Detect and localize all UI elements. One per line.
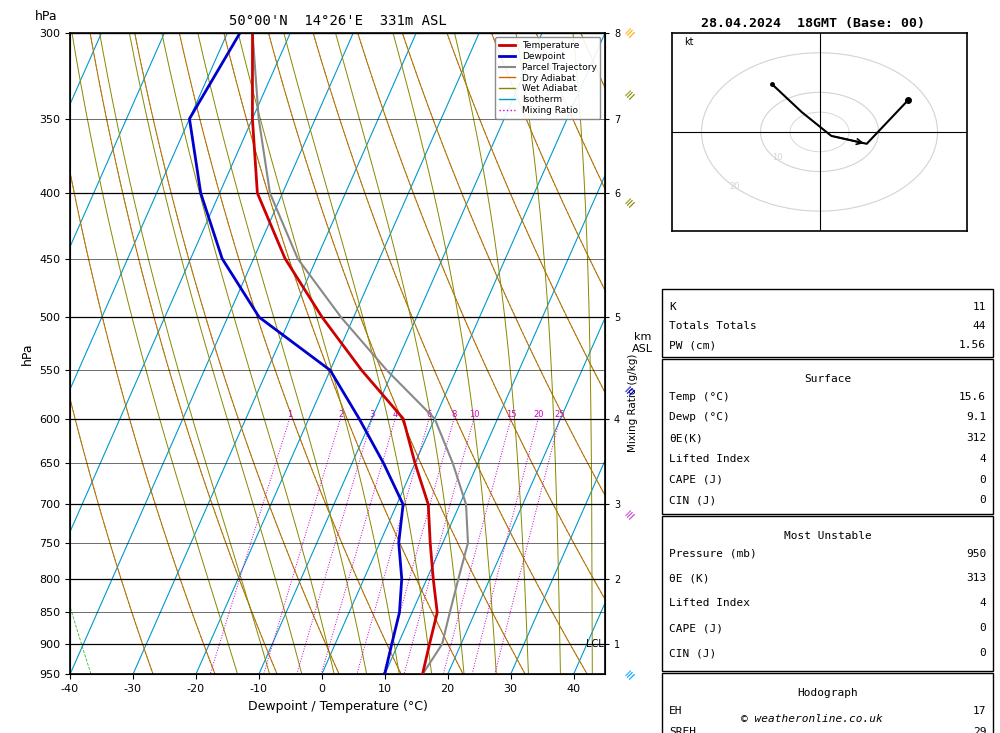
Text: 9.1: 9.1	[966, 413, 986, 422]
Text: 4: 4	[979, 598, 986, 608]
Text: 0: 0	[979, 496, 986, 506]
Text: 15.6: 15.6	[959, 391, 986, 402]
Text: Most Unstable: Most Unstable	[784, 531, 871, 541]
Text: ≡: ≡	[623, 194, 639, 211]
Text: ≡: ≡	[623, 382, 639, 399]
Text: 44: 44	[973, 321, 986, 331]
Text: 0: 0	[979, 475, 986, 485]
Text: CAPE (J): CAPE (J)	[669, 623, 723, 633]
Text: Mixing Ratio (g/kg): Mixing Ratio (g/kg)	[628, 354, 638, 452]
Text: 4: 4	[393, 410, 398, 419]
Text: 28.04.2024  18GMT (Base: 00): 28.04.2024 18GMT (Base: 00)	[701, 17, 925, 30]
Text: 10: 10	[469, 410, 479, 419]
Text: 20: 20	[533, 410, 543, 419]
Text: K: K	[669, 302, 676, 312]
Text: 11: 11	[973, 302, 986, 312]
Bar	[662, 516, 993, 671]
Text: CIN (J): CIN (J)	[669, 496, 716, 506]
Text: 1: 1	[287, 410, 292, 419]
Text: 29: 29	[973, 727, 986, 733]
Text: ≡: ≡	[623, 86, 639, 103]
Text: CAPE (J): CAPE (J)	[669, 475, 723, 485]
Title: 50°00'N  14°26'E  331m ASL: 50°00'N 14°26'E 331m ASL	[229, 14, 446, 28]
Text: Dewp (°C): Dewp (°C)	[669, 413, 730, 422]
Bar	[662, 673, 993, 733]
Text: 950: 950	[966, 548, 986, 559]
Text: SREH: SREH	[669, 727, 696, 733]
Y-axis label: km
ASL: km ASL	[632, 332, 653, 354]
Text: © weatheronline.co.uk: © weatheronline.co.uk	[741, 714, 883, 724]
Text: 0: 0	[979, 648, 986, 658]
Text: LCL: LCL	[586, 639, 604, 649]
Text: 10: 10	[772, 153, 782, 163]
Y-axis label: hPa: hPa	[21, 342, 34, 365]
Text: 313: 313	[966, 573, 986, 583]
Text: 2: 2	[338, 410, 343, 419]
Text: Lifted Index: Lifted Index	[669, 598, 750, 608]
Text: 20: 20	[729, 182, 740, 191]
Text: PW (cm): PW (cm)	[669, 340, 716, 350]
X-axis label: Dewpoint / Temperature (°C): Dewpoint / Temperature (°C)	[248, 699, 427, 712]
Text: θE(K): θE(K)	[669, 433, 703, 443]
Text: 6: 6	[426, 410, 432, 419]
Text: 312: 312	[966, 433, 986, 443]
Text: CIN (J): CIN (J)	[669, 648, 716, 658]
Text: Temp (°C): Temp (°C)	[669, 391, 730, 402]
Text: 3: 3	[369, 410, 375, 419]
Legend: Temperature, Dewpoint, Parcel Trajectory, Dry Adiabat, Wet Adiabat, Isotherm, Mi: Temperature, Dewpoint, Parcel Trajectory…	[495, 37, 600, 119]
Text: 1.56: 1.56	[959, 340, 986, 350]
Text: Totals Totals: Totals Totals	[669, 321, 757, 331]
Text: ≡: ≡	[623, 25, 639, 41]
Text: Lifted Index: Lifted Index	[669, 454, 750, 464]
Text: Pressure (mb): Pressure (mb)	[669, 548, 757, 559]
Text: kt: kt	[684, 37, 693, 47]
Text: ≡: ≡	[623, 506, 639, 523]
Bar	[662, 359, 993, 514]
Text: Surface: Surface	[804, 374, 851, 384]
Bar	[662, 290, 993, 357]
Text: EH: EH	[669, 706, 682, 715]
Text: ≡: ≡	[623, 666, 639, 682]
Text: hPa: hPa	[35, 10, 58, 23]
Text: 17: 17	[973, 706, 986, 715]
Text: 15: 15	[506, 410, 516, 419]
Text: Hodograph: Hodograph	[797, 688, 858, 698]
Text: 4: 4	[979, 454, 986, 464]
Text: 8: 8	[451, 410, 457, 419]
Text: 0: 0	[979, 623, 986, 633]
Text: 25: 25	[555, 410, 565, 419]
Text: θE (K): θE (K)	[669, 573, 709, 583]
